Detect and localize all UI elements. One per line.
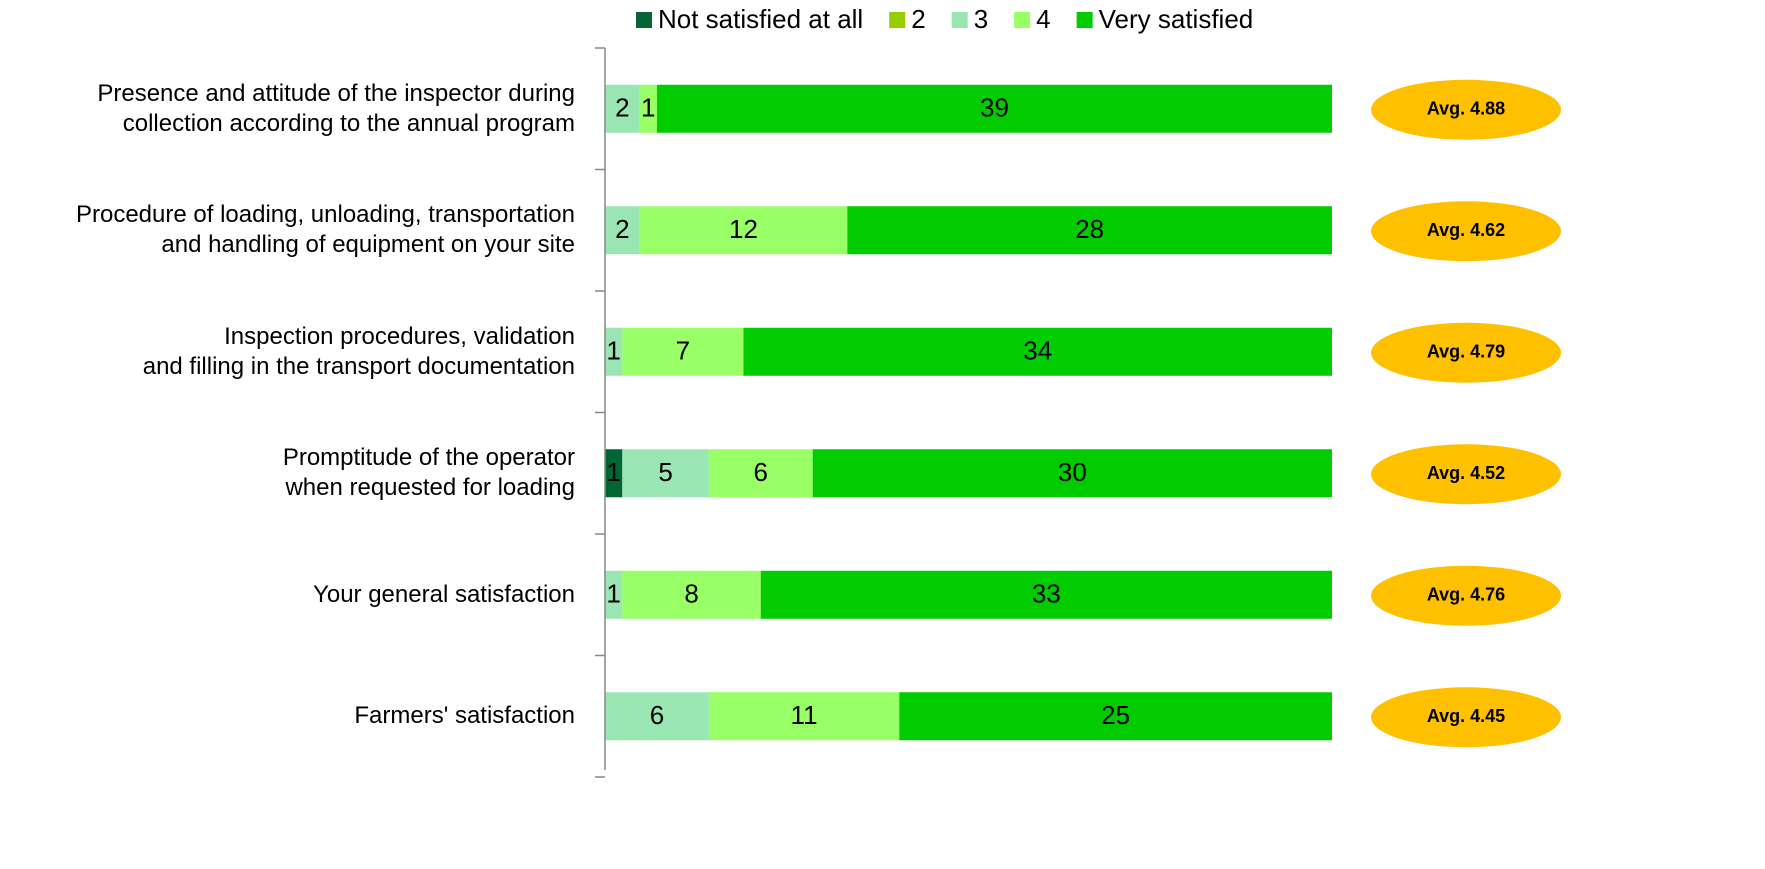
category-label: Promptitude of the operator when request…	[282, 444, 575, 502]
legend-swatch	[889, 12, 906, 28]
data-label: 28	[1075, 214, 1104, 244]
category-label: Farmers' satisfaction	[354, 702, 575, 730]
bar-segment	[812, 449, 1332, 498]
avg-badge	[1371, 79, 1561, 140]
bar-segment	[605, 449, 623, 498]
bar-segment	[899, 692, 1332, 741]
avg-badge	[1371, 565, 1561, 626]
bar-segment	[605, 327, 623, 376]
bar-segment	[847, 206, 1332, 255]
avg-label: Avg. 4.52	[1427, 463, 1505, 483]
bar-segment	[605, 84, 640, 133]
bar-segment	[605, 206, 640, 255]
avg-badge	[1371, 322, 1561, 383]
bar-segment	[622, 570, 761, 619]
data-label: 1	[606, 457, 620, 487]
bar-segment	[639, 206, 848, 255]
bar-segment	[656, 84, 1332, 133]
category-label: Presence and attitude of the inspector d…	[97, 79, 575, 137]
avg-label: Avg. 4.76	[1427, 585, 1505, 605]
category-label: Procedure of loading, unloading, transpo…	[75, 201, 575, 259]
data-label: 30	[1058, 457, 1087, 487]
data-label: 2	[615, 93, 629, 123]
category-label: Your general satisfaction	[313, 580, 575, 608]
legend-label: 2	[911, 4, 925, 34]
data-label: 12	[729, 214, 758, 244]
data-label: 34	[1023, 336, 1052, 366]
avg-badge	[1371, 201, 1561, 262]
data-label: 6	[650, 700, 664, 730]
legend-swatch	[1014, 12, 1031, 28]
category-label: Inspection procedures, validation and fi…	[142, 322, 575, 380]
avg-badge	[1371, 687, 1561, 748]
data-label: 25	[1101, 700, 1130, 730]
data-label: 1	[606, 579, 620, 609]
data-label: 1	[641, 93, 655, 123]
bar-segment	[622, 449, 709, 498]
bar-segment	[708, 692, 900, 741]
legend-swatch	[1076, 12, 1093, 28]
data-label: 33	[1032, 579, 1061, 609]
bar-segment	[622, 327, 744, 376]
avg-label: Avg. 4.62	[1427, 220, 1505, 240]
avg-label: Avg. 4.79	[1427, 342, 1505, 362]
data-label: 6	[754, 457, 768, 487]
avg-badge	[1371, 444, 1561, 505]
bar-segment	[708, 449, 813, 498]
legend-label: 4	[1036, 4, 1050, 34]
legend-swatch	[636, 12, 652, 28]
legend-label: Very satisfied	[1099, 4, 1254, 34]
legend-swatch	[951, 12, 968, 28]
avg-label: Avg. 4.45	[1427, 706, 1505, 726]
data-label: 2	[615, 214, 629, 244]
data-label: 5	[658, 457, 672, 487]
bar-segment	[639, 84, 657, 133]
avg-label: Avg. 4.88	[1427, 99, 1505, 119]
data-label: 8	[684, 579, 698, 609]
data-label: 39	[980, 93, 1009, 123]
data-label: 1	[606, 336, 620, 366]
legend-label: Not satisfied at all	[658, 4, 863, 34]
bar-segment	[605, 692, 709, 741]
bar-segment	[605, 570, 623, 619]
legend-label: 3	[974, 4, 988, 34]
bar-segment	[743, 327, 1332, 376]
bar-segment	[760, 570, 1332, 619]
data-label: 7	[676, 336, 690, 366]
data-label: 11	[791, 700, 818, 730]
